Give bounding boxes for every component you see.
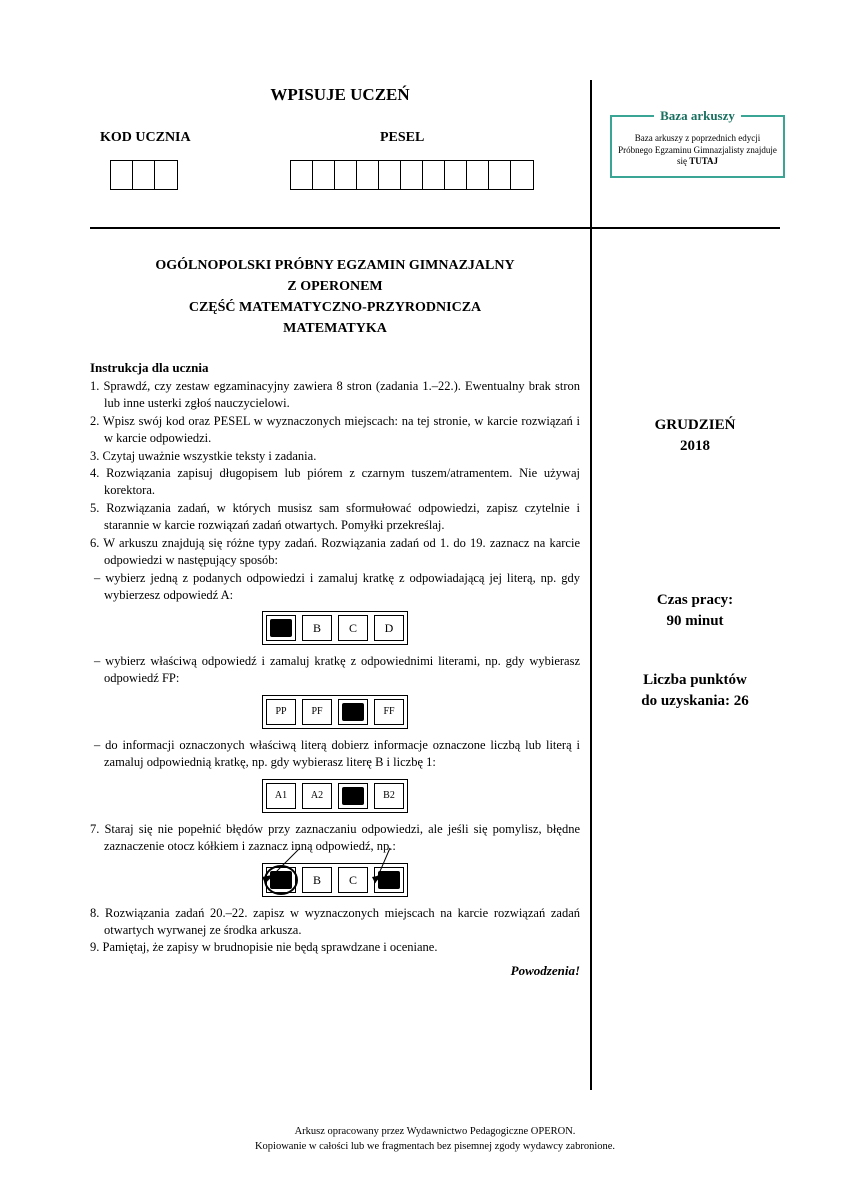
kod-label: KOD UCZNIA: [100, 130, 191, 146]
instr-4: 4. Rozwiązania zapisuj długopisem lub pi…: [90, 465, 580, 499]
side-date: GRUDZIEŃ 2018: [605, 415, 785, 457]
ans-b4: B: [302, 867, 332, 893]
header-top: WPISUJE UCZEŃ: [90, 85, 590, 105]
ans-c: C: [338, 615, 368, 641]
instr-heading: Instrukcja dla ucznia: [90, 360, 208, 376]
instr-8: 8. Rozwiązania zadań 20.–22. zapisz w wy…: [90, 905, 580, 939]
answer-row-1: B C D: [262, 611, 408, 645]
ans-a-circled: [266, 867, 296, 893]
ans-pf: PF: [302, 699, 332, 725]
instructions: 1. Sprawdź, czy zestaw egzaminacyjny zaw…: [90, 378, 580, 981]
instr-1: 1. Sprawdź, czy zestaw egzaminacyjny zaw…: [90, 378, 580, 412]
instr-2: 2. Wpisz swój kod oraz PESEL w wyznaczon…: [90, 413, 580, 447]
answer-row-4-container: B C: [90, 863, 580, 897]
kod-boxes[interactable]: [110, 160, 178, 190]
instr-6b: – wybierz właściwą odpowiedź i zamaluj k…: [90, 653, 580, 687]
instr-9: 9. Pamiętaj, że zapisy w brudnopisie nie…: [90, 939, 580, 956]
ans-a2: A2: [302, 783, 332, 809]
footer: Arkusz opracowany przez Wydawnictwo Peda…: [90, 1125, 780, 1154]
ans-d-filled: [374, 867, 404, 893]
instr-6: 6. W arkuszu znajdują się różne typy zad…: [90, 535, 580, 569]
pesel-label: PESEL: [380, 130, 424, 146]
ans-ff: FF: [374, 699, 404, 725]
main-title: OGÓLNOPOLSKI PRÓBNY EGZAMIN GIMNAZJALNY …: [90, 255, 580, 339]
side-points: Liczba punktów do uzyskania: 26: [605, 670, 785, 712]
answer-row-4: B C: [262, 863, 408, 897]
good-luck: Powodzenia!: [90, 962, 580, 980]
instr-6c: – do informacji oznaczonych właściwą lit…: [90, 737, 580, 771]
vertical-divider: [590, 80, 592, 1090]
instr-6a: – wybierz jedną z podanych odpowiedzi i …: [90, 570, 580, 604]
instr-3: 3. Czytaj uważnie wszystkie teksty i zad…: [90, 448, 580, 465]
side-time: Czas pracy: 90 minut: [605, 590, 785, 632]
answer-row-3: A1 A2 B2: [262, 779, 408, 813]
baza-box[interactable]: Baza arkuszy Baza arkuszy z poprzednich …: [610, 115, 785, 178]
ans-pp: PP: [266, 699, 296, 725]
ans-d: D: [374, 615, 404, 641]
ans-fp-filled: [338, 699, 368, 725]
pesel-boxes[interactable]: [290, 160, 534, 190]
ans-a-filled: [266, 615, 296, 641]
baza-title: Baza arkuszy: [654, 108, 741, 124]
horizontal-divider: [90, 227, 780, 229]
ans-a1: A1: [266, 783, 296, 809]
ans-c4: C: [338, 867, 368, 893]
ans-b: B: [302, 615, 332, 641]
instr-5: 5. Rozwiązania zadań, w których musisz s…: [90, 500, 580, 534]
baza-text: Baza arkuszy z poprzednich edycji Próbne…: [618, 133, 777, 168]
ans-b1-filled: [338, 783, 368, 809]
answer-row-2: PP PF FF: [262, 695, 408, 729]
exam-page: WPISUJE UCZEŃ KOD UCZNIA PESEL Baza arku…: [0, 0, 852, 120]
instr-7: 7. Staraj się nie popełnić błędów przy z…: [90, 821, 580, 855]
ans-b2: B2: [374, 783, 404, 809]
